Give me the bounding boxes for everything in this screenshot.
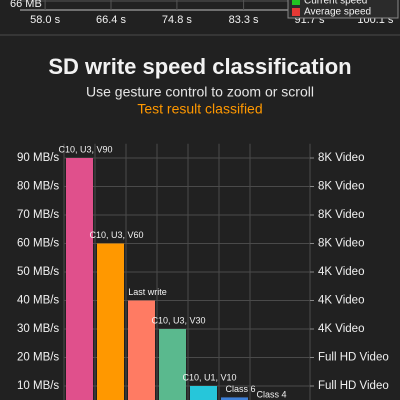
y2-tick-label: 8K Video (318, 152, 364, 164)
bar-category-label: C10, U3, V30 (151, 315, 205, 325)
legend-label: Average speed (304, 7, 371, 18)
y2-tick-label: 4K Video (318, 266, 364, 278)
y2-tick-label: 8K Video (318, 181, 364, 193)
y-tick-label: 20 MB/s (17, 352, 59, 364)
bar (190, 386, 217, 400)
legend-swatch (292, 8, 300, 16)
y-tick-label: 70 MB/s (17, 209, 59, 221)
bar-category-label: Class 6 (225, 384, 255, 394)
bar (66, 158, 93, 400)
bar (159, 329, 186, 400)
y-tick-label: 66 MB (10, 0, 42, 10)
y2-tick-label: 4K Video (318, 295, 364, 307)
x-tick-label: 58.0 s (30, 14, 60, 26)
bar-category-label: Last write (128, 287, 167, 297)
y2-tick-label: Full HD Video (318, 380, 389, 392)
bar-category-label: C10, U1, V10 (182, 372, 236, 382)
y-tick-label: 40 MB/s (17, 295, 59, 307)
legend-box (287, 0, 399, 19)
bar (97, 243, 124, 400)
chart-title: SD write speed classification (48, 54, 351, 79)
y2-tick-label: 8K Video (318, 209, 364, 221)
y-tick-label: 30 MB/s (17, 323, 59, 335)
bar (128, 300, 155, 400)
legend-label: Current speed (304, 0, 367, 7)
bar-category-label: Class 4 (256, 389, 286, 399)
bar-category-label: C10, U3, V90 (58, 144, 112, 154)
y2-tick-label: 8K Video (318, 238, 364, 250)
y-tick-label: 10 MB/s (17, 380, 59, 392)
y-tick-label: 80 MB/s (17, 181, 59, 193)
y2-tick-label: Full HD Video (318, 352, 389, 364)
x-tick-label: 74.8 s (162, 14, 192, 26)
legend-swatch (292, 0, 300, 5)
y-tick-label: 90 MB/s (17, 152, 59, 164)
x-tick-label: 83.3 s (229, 14, 259, 26)
y-tick-label: 60 MB/s (17, 238, 59, 250)
bar-category-label: C10, U3, V60 (89, 230, 143, 240)
annotation: Test result classified (137, 101, 262, 117)
chart-subtitle: Use gesture control to zoom or scroll (86, 84, 314, 100)
y-tick-label: 50 MB/s (17, 266, 59, 278)
y2-tick-label: 4K Video (318, 323, 364, 335)
bar (221, 397, 248, 400)
x-tick-label: 66.4 s (96, 14, 126, 26)
